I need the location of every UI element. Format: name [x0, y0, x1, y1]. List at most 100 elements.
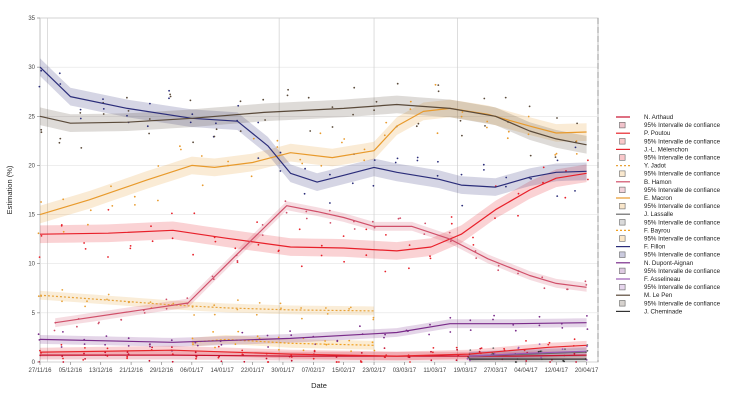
poll-point: [343, 260, 345, 263]
poll-point: [236, 259, 239, 262]
poll-point: [168, 97, 170, 100]
poll-point: [365, 228, 368, 231]
poll-point: [192, 343, 194, 346]
poll-point: [83, 242, 85, 244]
poll-point: [514, 361, 517, 363]
legend-series-label: M. Le Pen: [644, 292, 673, 299]
poll-point: [373, 109, 375, 112]
poll-point: [287, 88, 289, 91]
poll-point: [98, 321, 100, 324]
poll-point: [237, 299, 239, 301]
poll-point: [564, 196, 567, 199]
poll-point: [530, 177, 532, 180]
poll-point: [416, 159, 419, 162]
poll-point: [129, 245, 132, 247]
poll-point: [262, 98, 265, 101]
ci-band: [191, 335, 374, 350]
poll-point: [62, 361, 65, 363]
poll-point: [480, 347, 483, 349]
poll-point: [278, 348, 280, 351]
poll-point: [266, 334, 269, 337]
series-line: [468, 350, 587, 357]
poll-point: [214, 240, 217, 243]
poll-point: [373, 349, 376, 352]
poll-point: [302, 349, 305, 352]
poll-point: [372, 318, 375, 321]
poll-point: [276, 139, 279, 142]
poll-point: [475, 257, 478, 259]
ci-band: [40, 290, 374, 316]
series-lines: [39, 66, 587, 360]
poll-point: [241, 353, 244, 356]
poll-point: [257, 157, 260, 160]
poll-point: [341, 141, 343, 144]
poll-point: [189, 99, 192, 102]
poll-point: [193, 314, 196, 316]
poll-point: [351, 182, 354, 185]
poll-point: [252, 137, 255, 140]
poll-point: [106, 298, 108, 301]
poll-point: [313, 349, 316, 352]
poll-point: [564, 348, 566, 351]
series-line: [40, 354, 587, 357]
poll-point: [290, 359, 293, 362]
poll-point: [61, 300, 63, 303]
poll-point: [62, 230, 65, 233]
poll-point: [449, 331, 452, 333]
poll-point: [527, 133, 530, 136]
poll-point: [460, 173, 463, 176]
poll-point: [329, 222, 332, 224]
poll-point: [200, 155, 203, 157]
series-line: [39, 344, 587, 357]
poll-point: [79, 112, 82, 114]
poll-point: [394, 161, 397, 164]
poll-point: [325, 307, 327, 309]
legend-ci-swatch: [619, 267, 626, 275]
poll-point: [84, 305, 86, 308]
poll-point: [472, 244, 475, 246]
poll-point: [538, 324, 541, 327]
poll-point: [449, 316, 452, 319]
poll-point: [504, 96, 507, 99]
poll-point: [126, 114, 128, 117]
poll-point: [555, 152, 558, 155]
poll-point: [492, 347, 495, 349]
poll-point: [459, 119, 462, 122]
poll-point: [512, 324, 515, 326]
y-axis-title: Estimation (%): [5, 165, 14, 214]
poll-point: [466, 357, 469, 360]
poll-point: [507, 130, 510, 133]
poll-point: [335, 361, 338, 363]
poll-point: [107, 256, 109, 258]
poll-point: [349, 306, 352, 309]
poll-point: [434, 83, 437, 86]
poll-point: [148, 359, 151, 362]
poll-point: [586, 349, 589, 352]
legend-ci-label: 95% Intervalle de confiance: [644, 268, 721, 275]
poll-point: [486, 126, 488, 129]
legend-ci-label: 95% Intervalle de confiance: [644, 236, 721, 243]
x-tick-label: 04/04/17: [514, 368, 538, 374]
poll-point: [217, 356, 220, 359]
poll-point: [541, 276, 544, 279]
ci-band: [40, 95, 587, 154]
poll-point: [192, 253, 195, 256]
poll-point: [301, 317, 303, 320]
poll-point-group: [38, 159, 589, 273]
poll-point: [304, 167, 306, 170]
x-tick-label: 15/02/17: [332, 368, 356, 374]
poll-point: [171, 237, 174, 240]
poll-point: [469, 349, 472, 351]
poll-point: [196, 344, 199, 347]
poll-point: [331, 126, 334, 128]
poll-point: [170, 339, 173, 342]
poll-point: [538, 315, 541, 318]
poll-point: [59, 83, 62, 85]
poll-point: [217, 345, 220, 348]
poll-point: [212, 331, 215, 333]
poll-point: [40, 69, 43, 72]
poll-point: [371, 220, 374, 223]
poll-point: [111, 205, 114, 207]
poll-point: [359, 325, 361, 328]
legend-ci-swatch: [619, 283, 626, 291]
